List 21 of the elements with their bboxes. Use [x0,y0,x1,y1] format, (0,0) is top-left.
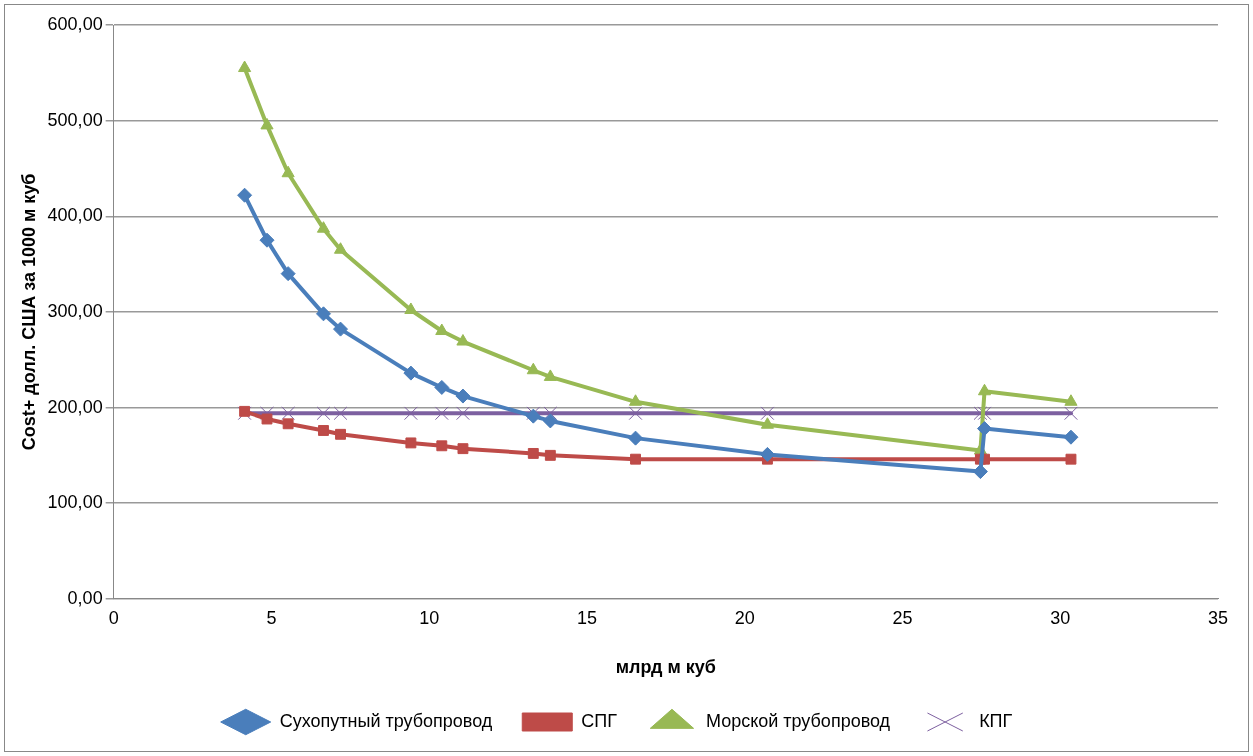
x-tick-label: 30 [1050,607,1071,628]
y-tick-label: 300,00 [47,300,103,321]
legend-label: КПГ [979,710,1013,731]
y-tick-label: 500,00 [47,109,103,130]
legend-label: СПГ [581,710,618,731]
x-tick-label: 10 [419,607,440,628]
y-axis-title: Cost+ долл. США за 1000 м куб [18,173,39,451]
x-tick-label: 15 [576,607,597,628]
x-tick-label: 5 [266,607,277,628]
y-tick-label: 400,00 [47,205,103,226]
y-tick-label: 200,00 [47,396,103,417]
y-tick-label: 100,00 [47,492,103,513]
legend-label: Морской трубопровод [705,710,891,731]
x-axis-title: млрд м куб [615,657,716,678]
x-tick-label: 25 [892,607,913,628]
y-tick-label: 0,00 [67,587,103,608]
x-tick-label: 20 [734,607,755,628]
x-tick-label: 0 [108,607,119,628]
legend-label: Сухопутный трубопровод [279,710,493,731]
y-tick-label: 600,00 [47,13,103,34]
x-tick-label: 35 [1207,607,1229,628]
